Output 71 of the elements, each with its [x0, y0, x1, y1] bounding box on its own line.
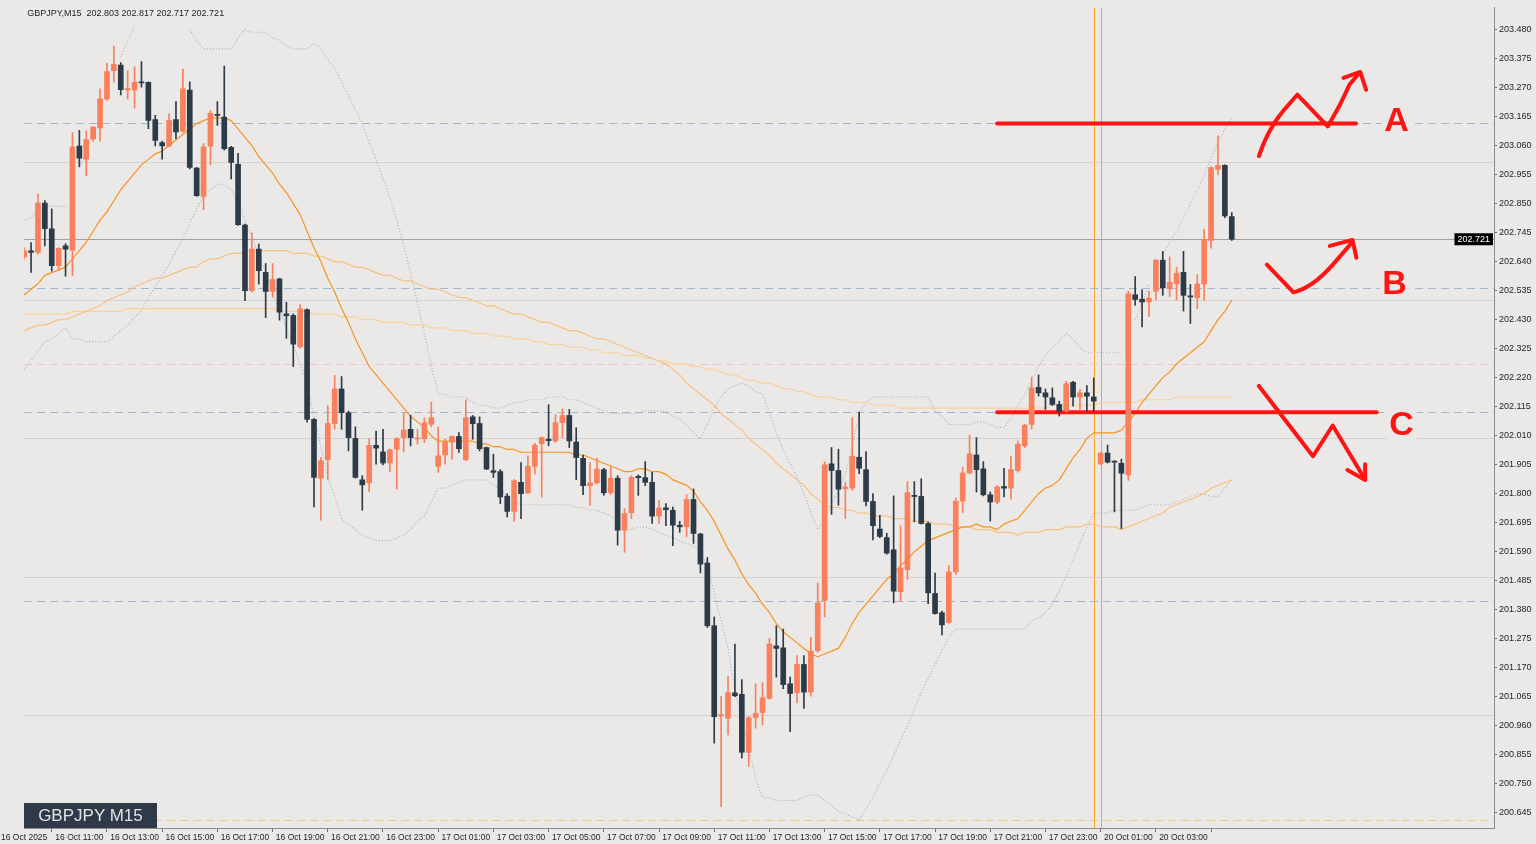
candlestick: [1146, 290, 1152, 317]
chart-title: GBPJPY,M15 202.803 202.817 202.717 202.721: [27, 8, 225, 20]
x-tick-label: 16 Oct 11:00: [55, 832, 104, 843]
x-tick-label: 17 Oct 09:00: [662, 832, 712, 843]
x-tick-label: 16 Oct 2025: [1, 832, 48, 843]
x-tick-label: 16 Oct 21:00: [331, 832, 380, 843]
annotation: A: [1381, 100, 1412, 139]
y-tick-label: 201.485: [1499, 575, 1532, 586]
y-tick-label: 203.375: [1499, 53, 1532, 63]
y-tick-label: 203.480: [1499, 23, 1532, 34]
y-tick-label: 201.800: [1499, 488, 1532, 499]
x-tick-label: 16 Oct 23:00: [386, 832, 436, 843]
y-tick-label: 201.905: [1499, 459, 1532, 470]
x-tick-label: 16 Oct 13:00: [110, 832, 160, 843]
x-tick-label: 20 Oct 01:00: [1103, 832, 1153, 843]
ref-line-label: 202.721: [1457, 234, 1491, 245]
x-tick-label: 20 Oct 03:00: [1159, 832, 1209, 843]
y-tick-label: 200.960: [1499, 720, 1532, 731]
y-tick-label: 201.275: [1499, 633, 1532, 644]
annotation: C: [1386, 404, 1417, 443]
y-tick-label: 201.695: [1499, 517, 1532, 528]
x-tick-label: 17 Oct 15:00: [827, 832, 877, 843]
x-tick-label: 17 Oct 07:00: [607, 832, 657, 843]
y-tick-label: 202.220: [1499, 372, 1532, 383]
candlestick: [373, 430, 379, 465]
y-tick-label: 202.325: [1499, 343, 1532, 354]
y-tick-label: 201.065: [1499, 691, 1532, 702]
y-tick-label: 203.165: [1499, 111, 1532, 122]
y-tick-label: 201.590: [1499, 546, 1532, 557]
y-tick-label: 201.380: [1499, 604, 1532, 615]
y-tick-label: 202.115: [1499, 401, 1531, 412]
candlestick: [538, 436, 545, 498]
y-tick-label: 202.850: [1499, 198, 1532, 209]
candlestick: [663, 503, 669, 527]
candlestick: [359, 475, 366, 511]
x-tick-label: 17 Oct 01:00: [441, 832, 491, 843]
candlestick: [518, 462, 524, 519]
y-tick-label: 203.270: [1499, 82, 1532, 93]
y-tick-label: 202.535: [1499, 285, 1532, 296]
x-tick-label: 17 Oct 05:00: [551, 832, 601, 843]
candlestick: [587, 462, 593, 506]
x-tick-label: 17 Oct 17:00: [883, 832, 933, 843]
symbol-badge: GBPJPY M15: [24, 803, 157, 828]
candlestick: [400, 412, 407, 453]
y-tick-label: 200.855: [1499, 749, 1532, 760]
annotation: B: [1379, 262, 1410, 301]
y-tick-label: 202.640: [1499, 256, 1532, 267]
x-tick-label: 17 Oct 21:00: [993, 832, 1043, 843]
y-tick-label: 201.170: [1499, 662, 1532, 673]
y-tick-label: 200.645: [1499, 807, 1532, 818]
candlestick: [159, 140, 165, 160]
x-tick-label: 17 Oct 19:00: [938, 832, 988, 843]
candlestick: [111, 45, 117, 83]
y-tick-label: 200.750: [1499, 778, 1532, 789]
x-tick-label: 17 Oct 13:00: [772, 832, 822, 843]
line-series: [23, 183, 1233, 821]
x-tick-label: 17 Oct 23:00: [1048, 832, 1098, 843]
x-tick-label: 17 Oct 11:00: [717, 832, 767, 843]
candlestick: [856, 411, 862, 475]
x-tick-label: 16 Oct 17:00: [220, 832, 270, 843]
candlestick: [1001, 467, 1007, 498]
candlestick: [28, 242, 34, 273]
x-tick-label: 17 Oct 03:00: [496, 832, 546, 843]
y-tick-label: 202.430: [1499, 314, 1532, 325]
y-tick-label: 203.060: [1499, 140, 1532, 151]
x-tick-label: 16 Oct 15:00: [165, 832, 215, 843]
y-tick-label: 202.955: [1499, 169, 1532, 180]
y-tick-label: 202.010: [1499, 430, 1532, 441]
y-tick-label: 202.745: [1499, 227, 1532, 238]
x-tick-label: 16 Oct 19:00: [275, 832, 325, 843]
candlestick: [435, 426, 442, 473]
